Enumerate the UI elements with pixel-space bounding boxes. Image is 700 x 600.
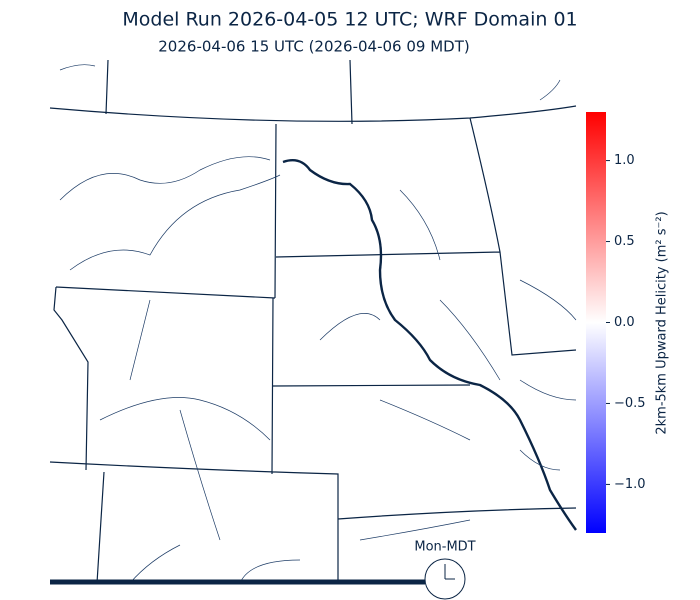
title: Model Run 2026-04-05 12 UTC; WRF Domain … xyxy=(122,9,577,31)
border xyxy=(49,105,577,122)
subtitle: 2026-04-06 15 UTC (2026-04-06 09 MDT) xyxy=(158,38,469,56)
river xyxy=(282,159,577,531)
clock-label: Mon-MDT xyxy=(414,540,475,555)
colorbar-tick-label: −0.5 xyxy=(614,396,646,411)
colorbar xyxy=(586,112,606,533)
colorbar-label: 2km-5km Upward Helicity (m² s⁻²) xyxy=(655,211,670,434)
river xyxy=(59,64,577,584)
colorbar-tick-label: −1.0 xyxy=(614,477,646,492)
colorbar-tick-label: 1.0 xyxy=(614,153,635,168)
clock-hands xyxy=(444,564,455,580)
map xyxy=(49,59,577,584)
border xyxy=(49,59,577,584)
border xyxy=(53,286,89,471)
colorbar-tick-label: 0.5 xyxy=(614,234,635,249)
colorbar-tick-label: 0.0 xyxy=(614,315,635,330)
